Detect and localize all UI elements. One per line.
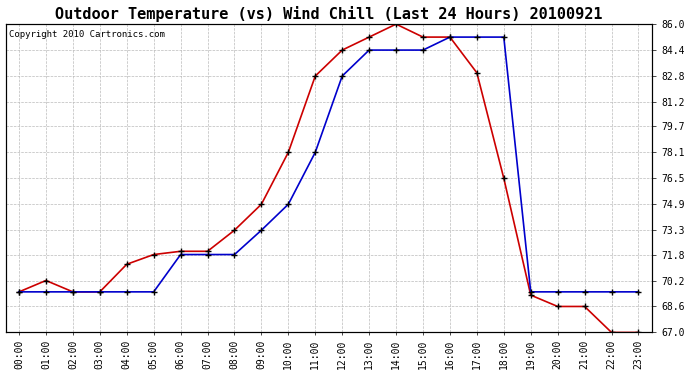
Text: Copyright 2010 Cartronics.com: Copyright 2010 Cartronics.com xyxy=(9,30,165,39)
Title: Outdoor Temperature (vs) Wind Chill (Last 24 Hours) 20100921: Outdoor Temperature (vs) Wind Chill (Las… xyxy=(55,6,602,21)
